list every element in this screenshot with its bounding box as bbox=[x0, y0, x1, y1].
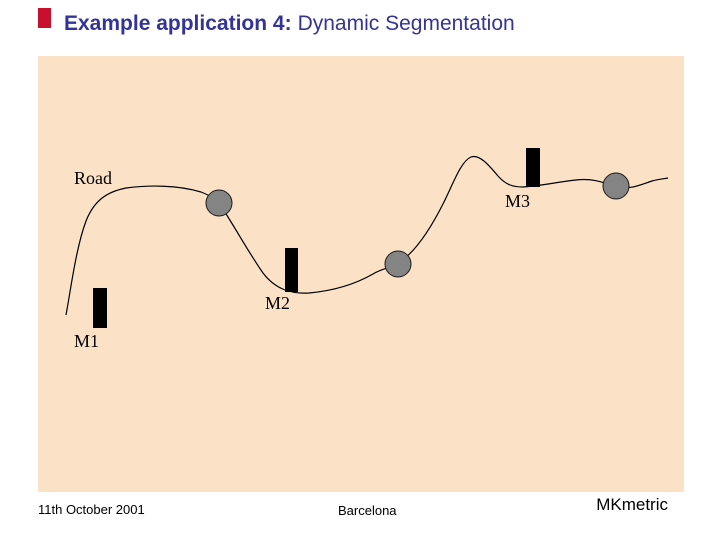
footer-brand: MKmetric bbox=[596, 495, 668, 514]
marker-label-m1: M1 bbox=[74, 331, 100, 351]
road-label: Road bbox=[74, 168, 112, 188]
road-curve bbox=[65, 155, 669, 316]
footer-date: 11th October 2001 bbox=[38, 502, 145, 517]
road-node-2 bbox=[384, 250, 412, 278]
brand-logo-mark bbox=[38, 8, 51, 28]
diagram-canvas bbox=[38, 56, 684, 492]
road-node-1 bbox=[205, 189, 233, 217]
marker-label-m3: M3 bbox=[505, 191, 531, 211]
marker-bar-m3 bbox=[526, 148, 540, 187]
slide-title-suffix: Dynamic Segmentation bbox=[297, 12, 515, 35]
footer-location: Barcelona bbox=[338, 503, 397, 518]
slide-title-prefix: Example application 4: bbox=[64, 12, 292, 35]
slide-title: Example application 4: Dynamic Segmentati… bbox=[64, 11, 515, 37]
road-node-3 bbox=[602, 172, 630, 200]
marker-bar-m1 bbox=[93, 288, 107, 328]
marker-bar-m2 bbox=[285, 248, 298, 292]
marker-label-m2: M2 bbox=[265, 293, 291, 313]
